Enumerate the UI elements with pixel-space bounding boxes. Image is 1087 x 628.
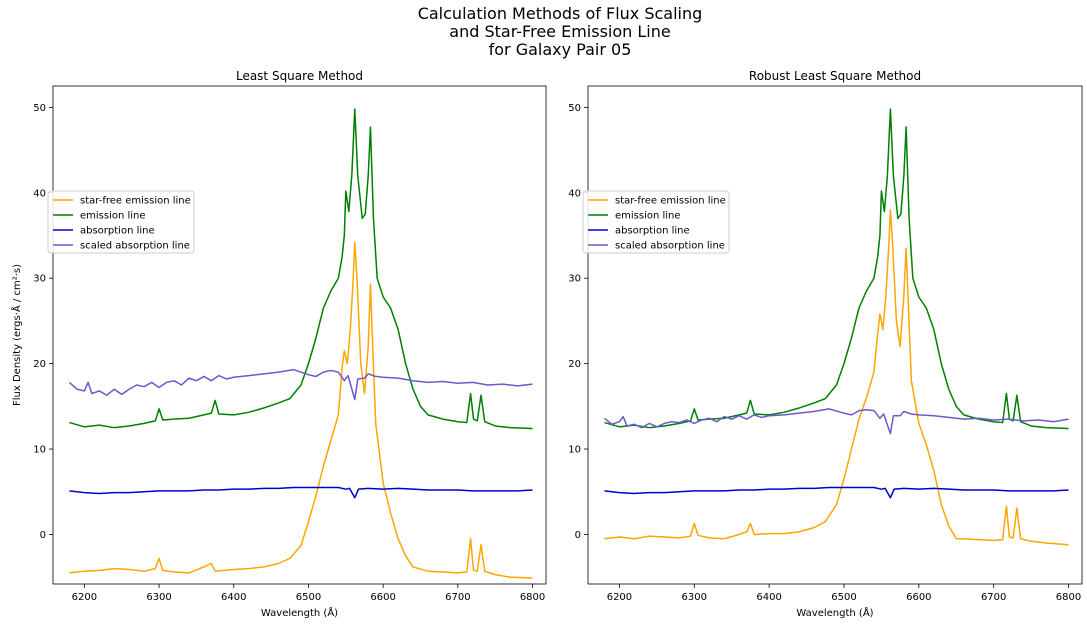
y-tick-label: 0 [40, 530, 46, 541]
y-tick-label: 20 [33, 359, 46, 370]
y-axis-label: Flux Density (ergs·Å / cm²·s) [10, 264, 23, 406]
legend-entry-label: scaled absorption line [615, 241, 725, 252]
y-tick-label: 50 [568, 103, 581, 114]
chart-title: Robust Least Square Method [749, 69, 921, 83]
y-tick-label: 30 [33, 274, 46, 285]
x-axis-label: Wavelength (Å) [261, 606, 338, 619]
figure-title-line-1: Calculation Methods of Flux Scaling [418, 4, 703, 23]
legend-entry-label: star-free emission line [80, 196, 191, 207]
legend-box [582, 190, 730, 254]
legend-entry-label: absorption line [80, 226, 155, 237]
series-line-emission-line [604, 108, 1069, 430]
series-line-scaled-absorption-line [68, 368, 533, 401]
series-lines [68, 108, 533, 579]
legend-entry-label: emission line [80, 211, 146, 222]
y-tick-label: 10 [568, 445, 581, 456]
y-tick-label: 50 [33, 103, 46, 114]
legend-entry-label: star-free emission line [615, 196, 726, 207]
x-tick-label: 6500 [831, 592, 856, 603]
series-line-star-free-emission-line [604, 209, 1069, 546]
y-tick-label: 40 [33, 188, 46, 199]
x-tick-label: 6800 [520, 592, 545, 603]
x-tick-label: 6300 [682, 592, 707, 603]
x-tick-label: 6800 [1056, 592, 1081, 603]
series-line-absorption-line [604, 486, 1069, 499]
legend: star-free emission line emission line abso… [47, 190, 195, 254]
x-tick-label: 6200 [72, 592, 97, 603]
x-tick-label: 6700 [981, 592, 1006, 603]
x-tick-label: 6600 [906, 592, 931, 603]
axes-frame [587, 85, 1083, 585]
figure-title-line-2: and Star-Free Emission Line [449, 22, 670, 41]
legend-box [47, 190, 195, 254]
legend-entry-label: absorption line [615, 226, 690, 237]
x-tick-label: 6500 [296, 592, 321, 603]
series-line-absorption-line [69, 486, 533, 499]
legend-entry-label: emission line [615, 211, 681, 222]
right-chart-panel: 6200 6300 6400 6500 6600 6700 6800 0 10 20 30 40 50 R… [568, 69, 1083, 619]
y-tick-label: 0 [575, 530, 581, 541]
left-chart-panel: 6200 6300 6400 6500 6600 6700 6800 0 10 20 30 40 50 L… [10, 69, 547, 619]
series-line-star-free-emission-line [69, 241, 533, 579]
series-line-scaled-absorption-line [604, 408, 1069, 435]
y-tick-label: 30 [568, 274, 581, 285]
series-line-emission-line [69, 108, 533, 430]
x-tick-label: 6400 [221, 592, 246, 603]
figure-title-line-3: for Galaxy Pair 05 [489, 40, 632, 59]
x-tick-label: 6300 [146, 592, 171, 603]
legend: star-free emission line emission line abso… [582, 190, 730, 254]
x-tick-label: 6200 [607, 592, 632, 603]
chart-title: Least Square Method [236, 69, 363, 83]
y-tick-label: 20 [568, 359, 581, 370]
x-axis-label: Wavelength (Å) [796, 606, 873, 619]
series-lines [604, 108, 1069, 546]
y-tick-label: 10 [33, 445, 46, 456]
legend-entry-label: scaled absorption line [80, 241, 190, 252]
axes-frame [52, 85, 547, 585]
x-tick-label: 6400 [756, 592, 781, 603]
y-tick-label: 40 [568, 188, 581, 199]
x-tick-label: 6700 [445, 592, 470, 603]
x-tick-label: 6600 [370, 592, 395, 603]
